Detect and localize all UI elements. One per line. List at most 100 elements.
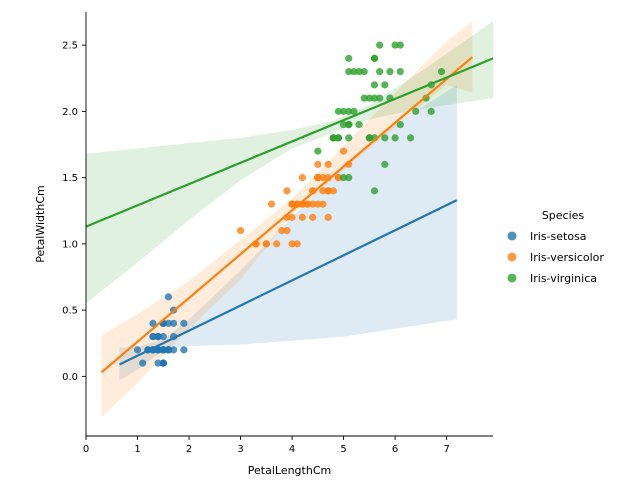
- point-iris-virginica: [314, 147, 322, 155]
- regression-line-iris-setosa: [119, 199, 458, 366]
- point-iris-versicolor: [319, 187, 327, 195]
- point-iris-setosa: [159, 333, 167, 341]
- legend-label-iris-virginica: Iris-virginica: [530, 272, 597, 285]
- point-iris-setosa: [169, 346, 178, 354]
- point-iris-versicolor: [293, 200, 301, 208]
- point-iris-setosa: [164, 319, 173, 327]
- legend-marker-iris-virginica: [507, 273, 517, 283]
- confidence-band-iris-virginica: [86, 21, 493, 304]
- x-tick-label: 3: [237, 444, 243, 455]
- point-iris-versicolor: [293, 240, 301, 248]
- point-iris-versicolor: [324, 160, 332, 168]
- regression-lines: [85, 56, 494, 374]
- point-iris-virginica: [345, 134, 353, 142]
- x-tick-label: 7: [443, 444, 449, 455]
- point-iris-setosa: [149, 333, 157, 341]
- point-iris-versicolor: [309, 213, 317, 221]
- point-iris-setosa: [180, 319, 188, 327]
- point-iris-versicolor: [298, 213, 306, 221]
- point-iris-setosa: [154, 346, 162, 354]
- point-iris-versicolor: [334, 174, 343, 182]
- y-tick-label: 1.5: [62, 173, 78, 184]
- point-iris-virginica: [350, 107, 358, 115]
- point-iris-setosa: [133, 346, 142, 354]
- point-iris-virginica: [412, 107, 420, 115]
- point-iris-versicolor: [283, 187, 291, 195]
- point-iris-virginica: [376, 41, 384, 49]
- point-iris-setosa: [180, 346, 188, 354]
- regression-line-iris-versicolor: [100, 56, 474, 374]
- point-iris-versicolor: [309, 200, 317, 208]
- point-iris-virginica: [334, 134, 343, 142]
- y-tick-label: 2.0: [62, 107, 78, 118]
- x-axis-label: PetalLengthCm: [248, 464, 331, 477]
- point-iris-versicolor: [273, 240, 281, 248]
- point-iris-virginica: [370, 81, 379, 89]
- point-iris-virginica: [437, 68, 446, 76]
- point-iris-virginica: [360, 68, 368, 76]
- y-tick-label: 0.5: [62, 306, 78, 317]
- point-iris-virginica: [406, 134, 415, 142]
- point-iris-virginica: [391, 41, 399, 49]
- point-iris-virginica: [329, 134, 337, 142]
- legend: Species Iris-setosa Iris-versicolor Iris-v…: [507, 209, 604, 285]
- point-iris-versicolor: [314, 200, 322, 208]
- x-tick-label: 6: [392, 444, 398, 455]
- y-axis-label: PetalWidthCm: [34, 185, 47, 262]
- point-iris-versicolor: [303, 200, 312, 208]
- scatter-points: [133, 41, 446, 367]
- point-iris-versicolor: [319, 200, 327, 208]
- point-iris-virginica: [365, 134, 373, 142]
- x-tick-label: 2: [186, 444, 192, 455]
- point-iris-setosa: [154, 333, 162, 341]
- point-iris-virginica: [350, 68, 358, 76]
- point-iris-virginica: [365, 94, 373, 102]
- point-iris-virginica: [427, 107, 435, 115]
- point-iris-versicolor: [314, 160, 322, 168]
- y-tick-label: 2.5: [62, 41, 78, 52]
- point-iris-virginica: [391, 134, 399, 142]
- point-iris-versicolor: [267, 200, 276, 208]
- point-iris-setosa: [139, 359, 147, 367]
- legend-marker-iris-versicolor: [507, 252, 517, 262]
- point-iris-versicolor: [236, 227, 245, 235]
- point-iris-virginica: [355, 68, 363, 76]
- point-iris-versicolor: [298, 174, 306, 182]
- point-iris-versicolor: [314, 174, 322, 182]
- point-iris-virginica: [396, 68, 404, 76]
- axes: 0 1 2 3 4 5 6 7 0.0 0.5 1.0 1.5 2.0 2.5: [62, 12, 493, 455]
- point-iris-versicolor: [339, 147, 348, 155]
- point-iris-virginica: [381, 134, 389, 142]
- point-iris-versicolor: [283, 227, 291, 235]
- point-iris-versicolor: [288, 200, 296, 208]
- point-iris-versicolor: [329, 187, 337, 195]
- x-tick-label: 4: [289, 444, 295, 455]
- point-iris-setosa: [159, 359, 167, 367]
- point-iris-virginica: [334, 107, 343, 115]
- legend-marker-iris-setosa: [507, 231, 517, 241]
- point-iris-versicolor: [288, 240, 296, 248]
- point-iris-virginica: [396, 41, 404, 49]
- point-iris-virginica: [386, 68, 394, 76]
- point-iris-virginica: [381, 160, 389, 168]
- point-iris-virginica: [345, 68, 353, 76]
- legend-title: Species: [542, 209, 585, 222]
- point-iris-virginica: [376, 68, 384, 76]
- point-iris-virginica: [370, 54, 379, 62]
- point-iris-setosa: [169, 319, 178, 327]
- point-iris-versicolor: [288, 213, 296, 221]
- x-tick-label: 5: [340, 444, 346, 455]
- point-iris-virginica: [355, 121, 363, 129]
- x-tick-label: 0: [83, 444, 89, 455]
- point-iris-virginica: [360, 94, 368, 102]
- point-iris-setosa: [164, 346, 173, 354]
- point-iris-setosa: [164, 293, 173, 301]
- point-iris-virginica: [339, 174, 348, 182]
- point-iris-virginica: [345, 121, 353, 129]
- point-iris-virginica: [370, 94, 379, 102]
- point-iris-versicolor: [324, 213, 332, 221]
- x-tick-label: 1: [134, 444, 140, 455]
- point-iris-virginica: [339, 107, 348, 115]
